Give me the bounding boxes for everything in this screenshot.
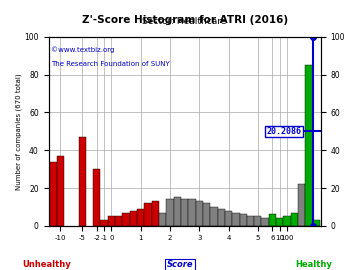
Bar bbox=[269, 214, 276, 226]
Bar bbox=[225, 211, 232, 226]
Bar bbox=[313, 220, 320, 226]
Bar bbox=[166, 199, 174, 226]
Bar bbox=[137, 209, 144, 226]
Bar bbox=[203, 203, 210, 226]
Bar bbox=[232, 212, 239, 226]
Text: Unhealthy: Unhealthy bbox=[22, 260, 71, 269]
Bar bbox=[122, 212, 130, 226]
Bar bbox=[57, 156, 64, 226]
Bar bbox=[181, 199, 188, 226]
Y-axis label: Number of companies (670 total): Number of companies (670 total) bbox=[15, 73, 22, 190]
Bar bbox=[78, 137, 86, 226]
Bar bbox=[239, 214, 247, 226]
Bar bbox=[305, 65, 313, 226]
Bar bbox=[159, 212, 166, 226]
Bar bbox=[210, 207, 217, 226]
Text: ©www.textbiz.org: ©www.textbiz.org bbox=[51, 46, 114, 53]
Bar bbox=[188, 199, 195, 226]
Bar bbox=[247, 216, 254, 226]
Bar bbox=[49, 161, 57, 226]
Text: Sector: Healthcare: Sector: Healthcare bbox=[143, 18, 227, 26]
Text: Score: Score bbox=[167, 260, 193, 269]
Text: The Research Foundation of SUNY: The Research Foundation of SUNY bbox=[51, 62, 170, 68]
Bar bbox=[195, 201, 203, 226]
Bar bbox=[276, 218, 283, 226]
Bar bbox=[283, 216, 291, 226]
Bar bbox=[261, 218, 269, 226]
Title: Z'-Score Histogram for ATRI (2016): Z'-Score Histogram for ATRI (2016) bbox=[82, 15, 288, 25]
Bar bbox=[217, 209, 225, 226]
Bar bbox=[93, 169, 100, 226]
Text: Healthy: Healthy bbox=[295, 260, 332, 269]
Bar bbox=[298, 184, 305, 226]
Bar bbox=[115, 216, 122, 226]
Bar bbox=[108, 216, 115, 226]
Bar bbox=[291, 212, 298, 226]
Bar bbox=[152, 201, 159, 226]
Bar bbox=[144, 203, 152, 226]
Text: 20.2086: 20.2086 bbox=[267, 127, 302, 136]
Bar bbox=[130, 211, 137, 226]
Bar bbox=[100, 220, 108, 226]
Bar bbox=[254, 216, 261, 226]
Bar bbox=[174, 197, 181, 226]
